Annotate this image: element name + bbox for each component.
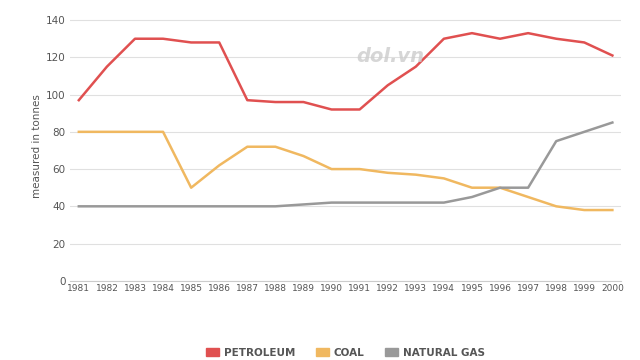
Text: dol.vn: dol.vn — [356, 47, 424, 66]
Legend: PETROLEUM, COAL, NATURAL GAS: PETROLEUM, COAL, NATURAL GAS — [202, 344, 489, 360]
Y-axis label: measured in tonnes: measured in tonnes — [31, 94, 42, 198]
